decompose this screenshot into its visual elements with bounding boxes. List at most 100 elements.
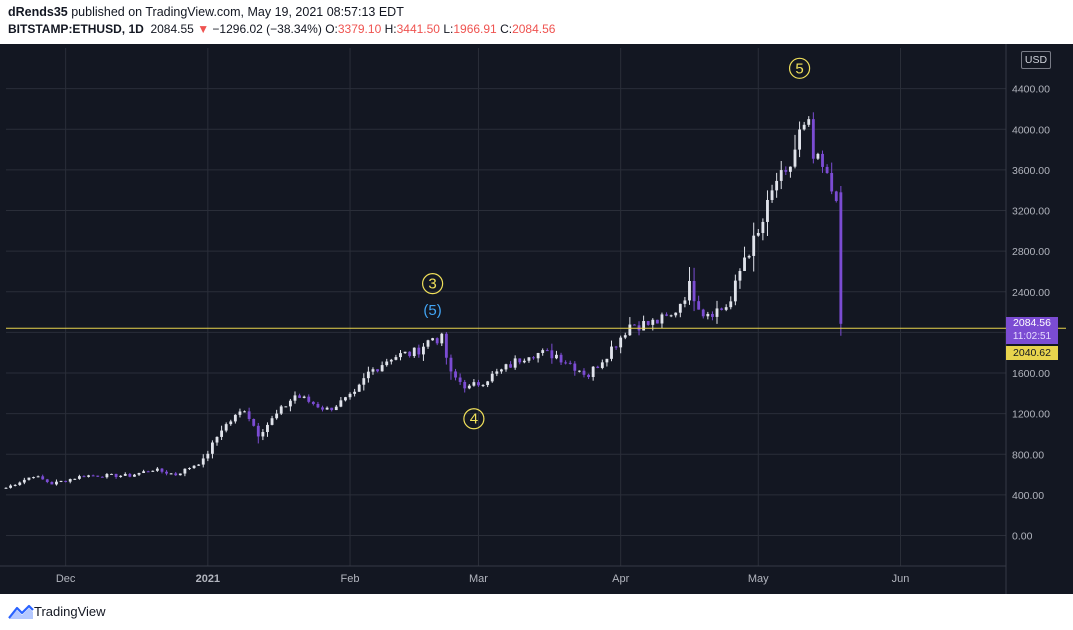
candle-body xyxy=(463,381,467,389)
candle-body xyxy=(362,378,366,385)
x-tick-label: May xyxy=(748,573,769,585)
last-price: 2084.55 xyxy=(150,22,194,36)
candle-body xyxy=(36,476,40,478)
currency-badge[interactable]: USD xyxy=(1021,51,1051,69)
candle-body xyxy=(527,357,531,361)
candle-body xyxy=(412,347,416,357)
candle-body xyxy=(169,473,173,475)
candle-body xyxy=(376,369,379,372)
candle-body xyxy=(683,300,687,304)
candle-body xyxy=(522,360,526,363)
candle-body xyxy=(807,119,811,125)
candle-body xyxy=(298,395,301,398)
candle-body xyxy=(623,335,627,338)
candle-body xyxy=(582,370,586,375)
candle-body xyxy=(174,473,178,476)
candle-body xyxy=(825,166,829,174)
tradingview-logo-icon[interactable] xyxy=(8,604,34,620)
candle-body xyxy=(380,365,384,372)
candle-body xyxy=(279,406,283,414)
price-change: −1296.02 (−38.34%) xyxy=(212,22,322,36)
x-tick-label: Jun xyxy=(892,573,910,585)
candle-body xyxy=(32,477,35,479)
candle-body xyxy=(458,377,462,382)
candle-body xyxy=(564,362,568,364)
candle-body xyxy=(82,476,86,478)
candle-body xyxy=(422,346,425,355)
wave-label: (5) xyxy=(423,302,441,319)
candle-body xyxy=(344,397,347,401)
candle-body xyxy=(605,358,609,363)
candle-body xyxy=(720,308,724,310)
candle-body xyxy=(371,369,375,372)
candle-body xyxy=(802,124,806,130)
x-tick-label: Dec xyxy=(56,573,76,585)
wave-label-circle xyxy=(422,273,444,295)
candle-body xyxy=(499,369,503,372)
y-tick-label: 4000.00 xyxy=(1012,124,1050,136)
candle-body xyxy=(701,309,705,317)
candle-body xyxy=(160,468,164,472)
candle-body xyxy=(798,129,801,150)
candle-body xyxy=(151,470,155,472)
candle-body xyxy=(389,359,393,362)
candle-body xyxy=(472,382,476,386)
candle-body xyxy=(293,395,297,401)
candle-body xyxy=(307,396,311,402)
candle-body xyxy=(642,321,646,331)
candle-body xyxy=(495,371,499,374)
candle-body xyxy=(197,464,201,466)
published-text: published on TradingView.com, May 19, 20… xyxy=(67,5,404,19)
candle-body xyxy=(550,350,554,359)
candle-body xyxy=(325,407,329,410)
candle-body xyxy=(321,407,324,410)
candle-body xyxy=(399,353,402,358)
wave-label-circle xyxy=(463,408,485,430)
candle-body xyxy=(674,312,678,316)
candle-body xyxy=(766,199,769,222)
candle-body xyxy=(215,436,219,443)
tradingview-brand[interactable]: TradingView xyxy=(34,604,106,619)
y-tick-label: 1200.00 xyxy=(1012,409,1050,421)
candle-body xyxy=(105,474,109,478)
candle-body xyxy=(568,362,572,364)
candle-body xyxy=(96,475,100,477)
candle-body xyxy=(50,481,54,485)
wave-label: 5 xyxy=(795,60,803,77)
close-label: C: xyxy=(500,22,513,36)
x-tick-label: Mar xyxy=(469,573,488,585)
wave-label: 3 xyxy=(428,276,436,293)
candle-body xyxy=(619,337,623,348)
price-chart[interactable]: 0.00400.00800.001200.001600.002000.00240… xyxy=(0,44,1073,594)
author-name[interactable]: dRends35 xyxy=(8,5,68,19)
candle-body xyxy=(449,357,453,372)
candle-body xyxy=(243,411,246,413)
candle-body xyxy=(55,481,58,485)
candle-body xyxy=(266,424,269,433)
candle-body xyxy=(64,480,68,482)
candle-body xyxy=(192,465,196,469)
chart-area[interactable]: 0.00400.00800.001200.001600.002000.00240… xyxy=(0,44,1073,594)
candle-body xyxy=(669,315,673,317)
candle-body xyxy=(348,393,352,398)
candle-body xyxy=(770,190,774,200)
candle-body xyxy=(256,425,260,437)
candle-body xyxy=(733,280,737,302)
candle-body xyxy=(41,476,45,480)
candle-body xyxy=(123,473,127,476)
candle-body xyxy=(357,384,361,392)
candle-body xyxy=(165,471,168,474)
candle-body xyxy=(486,381,490,386)
candle-body xyxy=(408,351,412,357)
candle-body xyxy=(830,173,834,192)
x-tick-label: Feb xyxy=(341,573,360,585)
candle-body xyxy=(316,403,320,408)
low-label: L: xyxy=(443,22,454,36)
y-tick-label: 2400.00 xyxy=(1012,287,1050,299)
candle-body xyxy=(59,480,63,482)
symbol-label[interactable]: BITSTAMP:ETHUSD, 1D xyxy=(8,22,144,36)
y-tick-label: 3200.00 xyxy=(1012,206,1050,218)
candle-body xyxy=(509,364,513,368)
open-label: O: xyxy=(325,22,338,36)
candle-body xyxy=(724,307,728,310)
